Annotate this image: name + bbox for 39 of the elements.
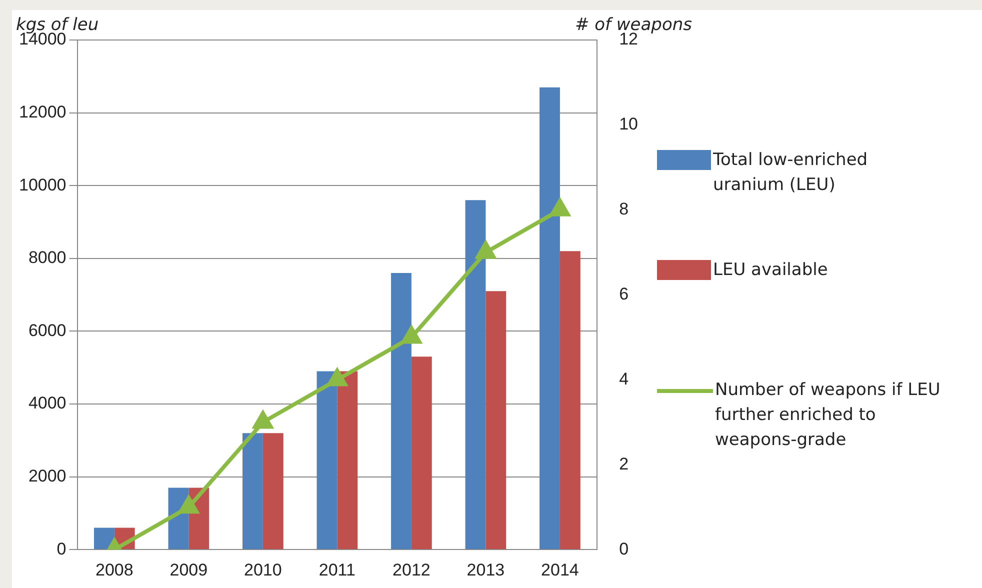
x-tick-label: 2009 xyxy=(170,560,208,580)
bar xyxy=(540,87,560,550)
x-tick-label: 2013 xyxy=(466,560,505,580)
bar xyxy=(486,291,506,550)
y-tick-label: 4000 xyxy=(28,394,66,413)
point xyxy=(476,241,496,259)
x-tick-label: 2012 xyxy=(392,560,430,580)
point xyxy=(327,368,347,386)
x-tick-label: 2010 xyxy=(244,560,282,580)
point xyxy=(550,198,570,216)
bar xyxy=(391,272,412,550)
y-tick-label: 6000 xyxy=(28,320,66,340)
bar xyxy=(337,371,358,550)
x-tick-label: 2008 xyxy=(95,560,134,580)
y-tick-label: 2000 xyxy=(28,466,66,486)
bar xyxy=(316,371,338,550)
y-tick-label: 12000 xyxy=(18,102,66,122)
point xyxy=(253,411,273,429)
y2-tick-label: 0 xyxy=(619,539,629,558)
y-tick-label: 8000 xyxy=(28,248,66,268)
x-tick-label: 2014 xyxy=(541,560,579,580)
x-tick-label: 2011 xyxy=(318,560,356,580)
point xyxy=(402,326,422,344)
bar xyxy=(411,356,432,550)
legend-label: Total low-enriched uranium (LEU) xyxy=(713,149,869,197)
bar xyxy=(242,433,263,550)
y2-tick-label: 4 xyxy=(619,369,629,388)
y-tick-label: 0 xyxy=(56,539,66,558)
bar xyxy=(560,251,580,550)
legend-label: LEU available xyxy=(713,259,829,282)
bar xyxy=(262,433,284,550)
y2-tick-label: 8 xyxy=(619,200,629,219)
legend-label: Number of weapons if LEU further enriched to weapons-grade xyxy=(715,379,942,452)
point xyxy=(178,496,198,514)
y2-tick-label: 10 xyxy=(619,114,638,134)
bar xyxy=(465,200,486,550)
y2-tick-label: 2 xyxy=(619,454,629,474)
y-tick-label: 10000 xyxy=(18,175,66,194)
y2-tick-label: 6 xyxy=(619,284,629,304)
